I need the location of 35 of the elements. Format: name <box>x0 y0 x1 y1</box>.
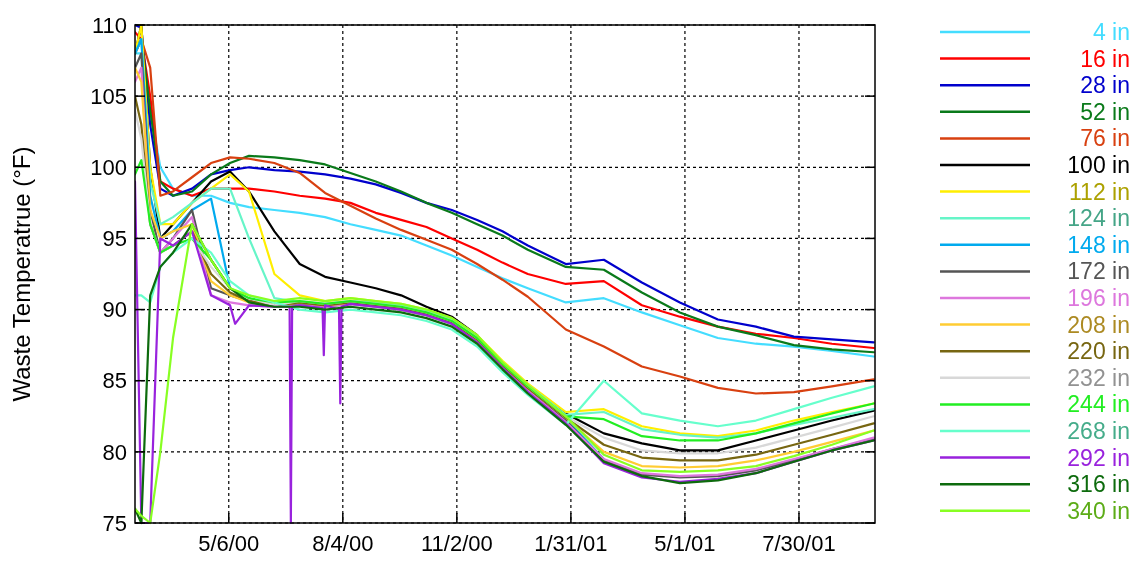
legend-label: 172 in <box>1067 258 1130 285</box>
x-tick-label: 11/2/00 <box>420 531 493 556</box>
legend-label: 292 in <box>1067 444 1130 471</box>
legend-label: 76 in <box>1080 125 1130 152</box>
legend-label: 220 in <box>1067 338 1130 365</box>
x-tick-label: 7/30/01 <box>762 531 836 556</box>
legend-label: 112 in <box>1069 178 1130 205</box>
legend-label: 316 in <box>1067 471 1130 498</box>
text: 4 in <box>1092 19 1130 46</box>
legend-label: 52 in <box>1080 98 1130 125</box>
x-tick-label: 8/4/00 <box>312 531 374 556</box>
x-tick-label: 5/6/00 <box>198 531 260 556</box>
legend-label: 100 in <box>1067 152 1130 179</box>
legend-label: 232 in <box>1067 364 1130 391</box>
y-axis-title: Waste Temperatrue (°F) <box>8 146 35 402</box>
y-tick-label: 75 <box>102 510 127 536</box>
legend-label: 148 in <box>1067 231 1130 258</box>
x-tick-label: 1/31/01 <box>534 531 608 556</box>
legend-label: 208 in <box>1067 311 1130 338</box>
y-tick-label: 80 <box>102 439 127 465</box>
legend-label: 340 in <box>1067 497 1130 524</box>
y-tick-label: 100 <box>90 154 127 180</box>
y-tick-label: 85 <box>102 368 127 394</box>
y-tick-label: 95 <box>102 226 127 252</box>
legend-label: 268 in <box>1067 418 1130 445</box>
y-tick-label: 110 <box>91 12 127 38</box>
line-series <box>135 159 875 442</box>
legend-label: 124 in <box>1067 205 1130 232</box>
legend-label: 28 in <box>1080 72 1130 99</box>
x-tick-label: 5/1/01 <box>654 531 716 556</box>
legend-label: 196 in <box>1067 285 1130 312</box>
legend-label: 244 in <box>1067 391 1130 418</box>
legend-label: 16 in <box>1080 45 1130 72</box>
y-tick-label: 105 <box>90 83 127 109</box>
y-tick-label: 90 <box>102 297 127 323</box>
